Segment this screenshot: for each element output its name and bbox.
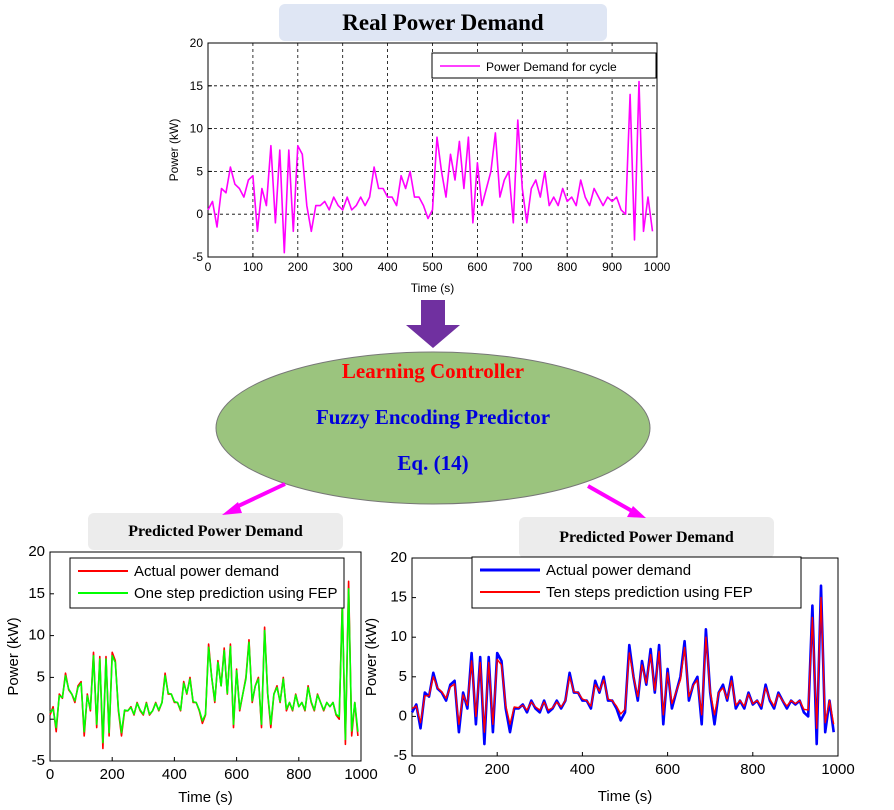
x-tick-label: 800 — [557, 260, 577, 274]
x-tick-label: 200 — [288, 260, 308, 274]
x-tick-label: 600 — [467, 260, 487, 274]
x-tick-label: 200 — [100, 766, 125, 783]
x-tick-label: 1000 — [344, 766, 377, 783]
y-tick-label: 15 — [190, 79, 204, 93]
x-tick-label: 300 — [333, 260, 353, 274]
right-arrowhead-icon — [627, 506, 646, 518]
x-tick-label: 1000 — [821, 761, 854, 778]
y-tick-label: 15 — [28, 585, 45, 602]
y-tick-label: -5 — [192, 250, 203, 264]
x-tick-label: 400 — [570, 761, 595, 778]
right-arrow — [587, 484, 646, 518]
x-tick-label: 100 — [243, 260, 263, 274]
x-tick-label: 800 — [740, 761, 765, 778]
x-tick-label: 400 — [378, 260, 398, 274]
y-tick-label: 10 — [28, 627, 45, 644]
y-tick-label: 20 — [28, 543, 45, 560]
x-tick-label: 0 — [408, 761, 416, 778]
x-tick-label: 0 — [205, 260, 212, 274]
y-axis-label: Power (kW) — [363, 618, 380, 696]
y-tick-label: -5 — [32, 752, 45, 769]
x-tick-label: 500 — [422, 260, 442, 274]
top-power-chart: 0 100 200 300 400 500 600 700 800 900 1000-5051015… — [167, 36, 671, 295]
x-tick-label: 700 — [512, 260, 532, 274]
y-tick-label: 0 — [196, 207, 203, 221]
y-axis-label: Power (kW) — [167, 119, 181, 182]
equation-reference-label: Eq. (14) — [397, 451, 468, 475]
x-tick-label: 600 — [655, 761, 680, 778]
y-tick-label: 5 — [196, 164, 203, 178]
y-tick-label: 5 — [399, 668, 407, 685]
y-tick-label: 20 — [190, 36, 204, 50]
fuzzy-encoding-predictor-label: Fuzzy Encoding Predictor — [316, 405, 550, 429]
left-arrow — [222, 482, 286, 515]
x-axis-label: Time (s) — [598, 788, 652, 805]
x-tick-label: 0 — [46, 766, 54, 783]
legend-entry: Actual power demand — [546, 562, 691, 579]
y-tick-label: 15 — [390, 589, 407, 606]
legend-box — [471, 556, 802, 609]
legend-entry: Ten steps prediction using FEP — [546, 584, 753, 601]
down-arrow-icon — [406, 300, 460, 348]
series-line-ten-steps-prediction-using-fep — [411, 596, 835, 733]
predicted-power-demand-title-left: Predicted Power Demand — [88, 513, 343, 550]
x-tick-label: 900 — [602, 260, 622, 274]
x-tick-label: 800 — [286, 766, 311, 783]
y-axis-label: Power (kW) — [5, 617, 22, 695]
predicted-power-demand-title-right: Predicted Power Demand — [519, 517, 774, 558]
y-tick-label: 10 — [390, 628, 407, 645]
legend-entry: One step prediction using FEP — [134, 585, 337, 602]
y-tick-label: 10 — [190, 122, 204, 136]
x-tick-label: 200 — [485, 761, 510, 778]
x-tick-label: 1000 — [644, 260, 671, 274]
real-power-demand-title: Real Power Demand — [279, 4, 607, 41]
x-tick-label: 400 — [162, 766, 187, 783]
y-tick-label: 5 — [37, 668, 45, 685]
legend-entry: Power Demand for cycle — [486, 60, 617, 74]
series-line-one-step-prediction-using-fep — [49, 587, 359, 744]
y-tick-label: 0 — [37, 710, 45, 727]
legend-box — [69, 557, 345, 609]
series-line-power-demand-for-cycle — [207, 80, 654, 254]
x-tick-label: 600 — [224, 766, 249, 783]
y-tick-label: 20 — [390, 549, 407, 566]
y-tick-label: 0 — [399, 707, 407, 724]
learning-controller-label: Learning Controller — [342, 359, 524, 383]
learning-controller-ellipse — [215, 351, 651, 505]
x-axis-label: Time (s) — [178, 789, 232, 806]
y-tick-label: -5 — [394, 747, 407, 764]
legend-entry: Actual power demand — [134, 563, 279, 580]
left-arrowhead-icon — [222, 502, 242, 515]
x-axis-label: Time (s) — [411, 281, 455, 295]
